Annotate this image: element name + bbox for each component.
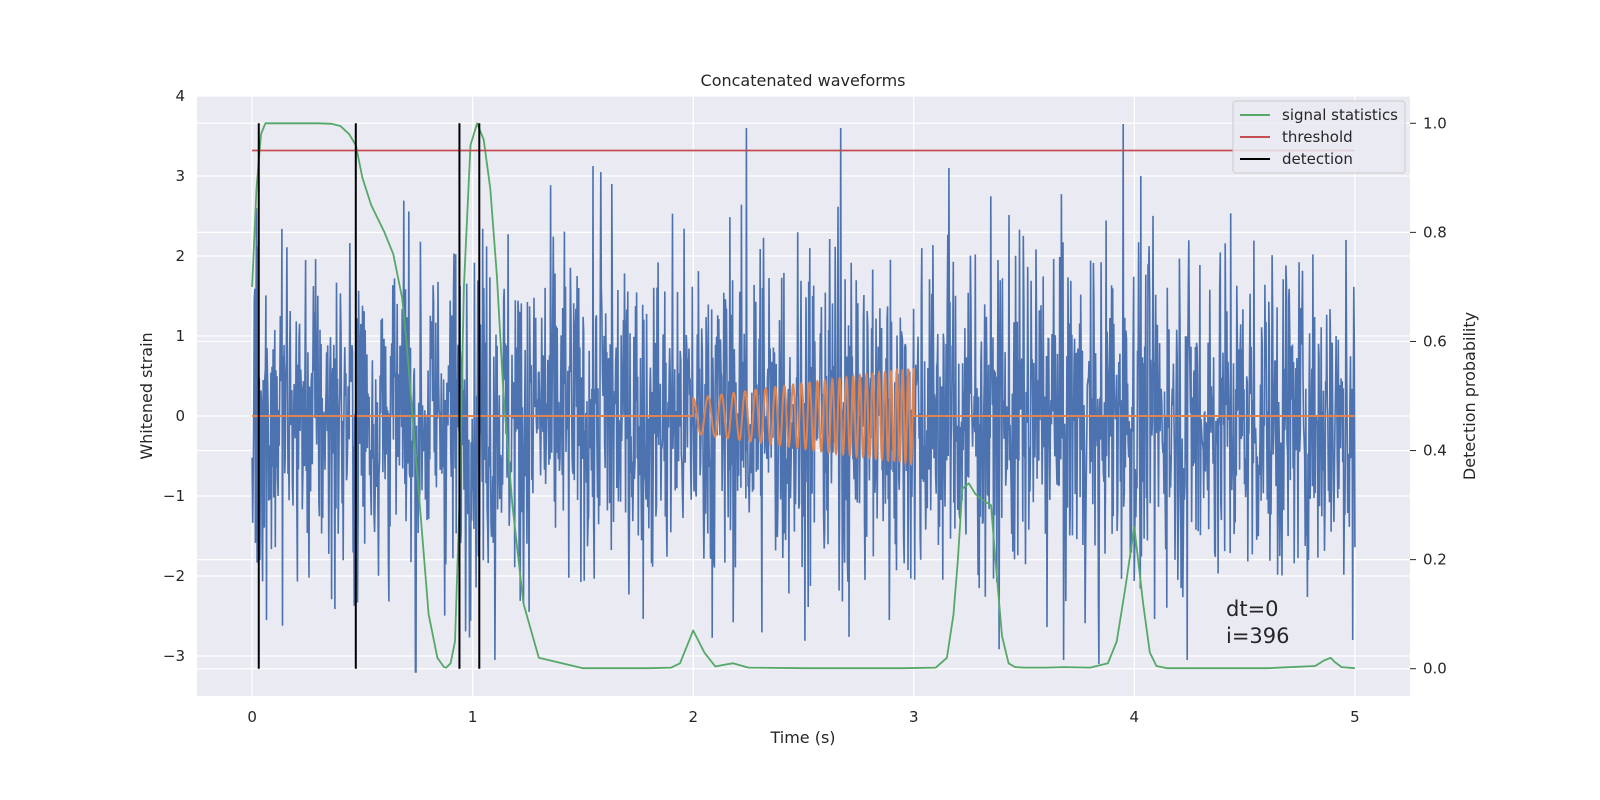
y2-axis-label: Detection probability [1460,312,1479,480]
annotation-i: i=396 [1226,624,1290,648]
whitened-strain-line [251,123,1356,673]
legend-label-detection: detection [1282,150,1353,168]
x-tick-label: 2 [688,708,698,726]
y-tick-label: −1 [163,487,185,505]
legend-label-signal-statistics: signal statistics [1282,106,1398,124]
x-tick-label: 3 [909,708,919,726]
y2-tick-label: 0.2 [1423,551,1447,569]
y2-tick-label: 0.4 [1423,442,1447,460]
y-tick-label: 1 [175,327,185,345]
x-axis-label: Time (s) [769,728,835,747]
signal-statistics-line [251,122,1355,670]
x-tick-label: 1 [468,708,478,726]
x-tick-label: 4 [1130,708,1140,726]
y-tick-label: 2 [175,247,185,265]
x-tick-label: 5 [1350,708,1360,726]
injected-signal-line [252,367,1355,467]
y-tick-label: 3 [175,167,185,185]
ticks: 0 1 2 3 4 5 −3 −2 −1 0 1 2 3 4 0.0 0.2 0.4 0.6 0.8 1.0 [163,87,1447,726]
y2-tick-label: 0.8 [1423,223,1447,241]
y-tick-label: 0 [175,407,185,425]
x-tick-label: 0 [247,708,257,726]
y-tick-label: −2 [163,567,185,585]
annotation-dt: dt=0 [1226,597,1279,621]
y-tick-label: 4 [175,87,185,105]
y-tick-label: −3 [163,647,185,665]
legend: signal statistics threshold detection [1232,100,1406,174]
y-axis-label: Whitened strain [137,332,156,459]
legend-label-threshold: threshold [1282,128,1353,146]
y2-tick-label: 0.6 [1423,332,1447,350]
y2-tick-label: 1.0 [1423,114,1447,132]
y2-tick-label: 0.0 [1423,660,1447,678]
legend-box [1232,100,1406,174]
chart-title: Concatenated waveforms [701,71,906,90]
series-layer [251,122,1356,673]
